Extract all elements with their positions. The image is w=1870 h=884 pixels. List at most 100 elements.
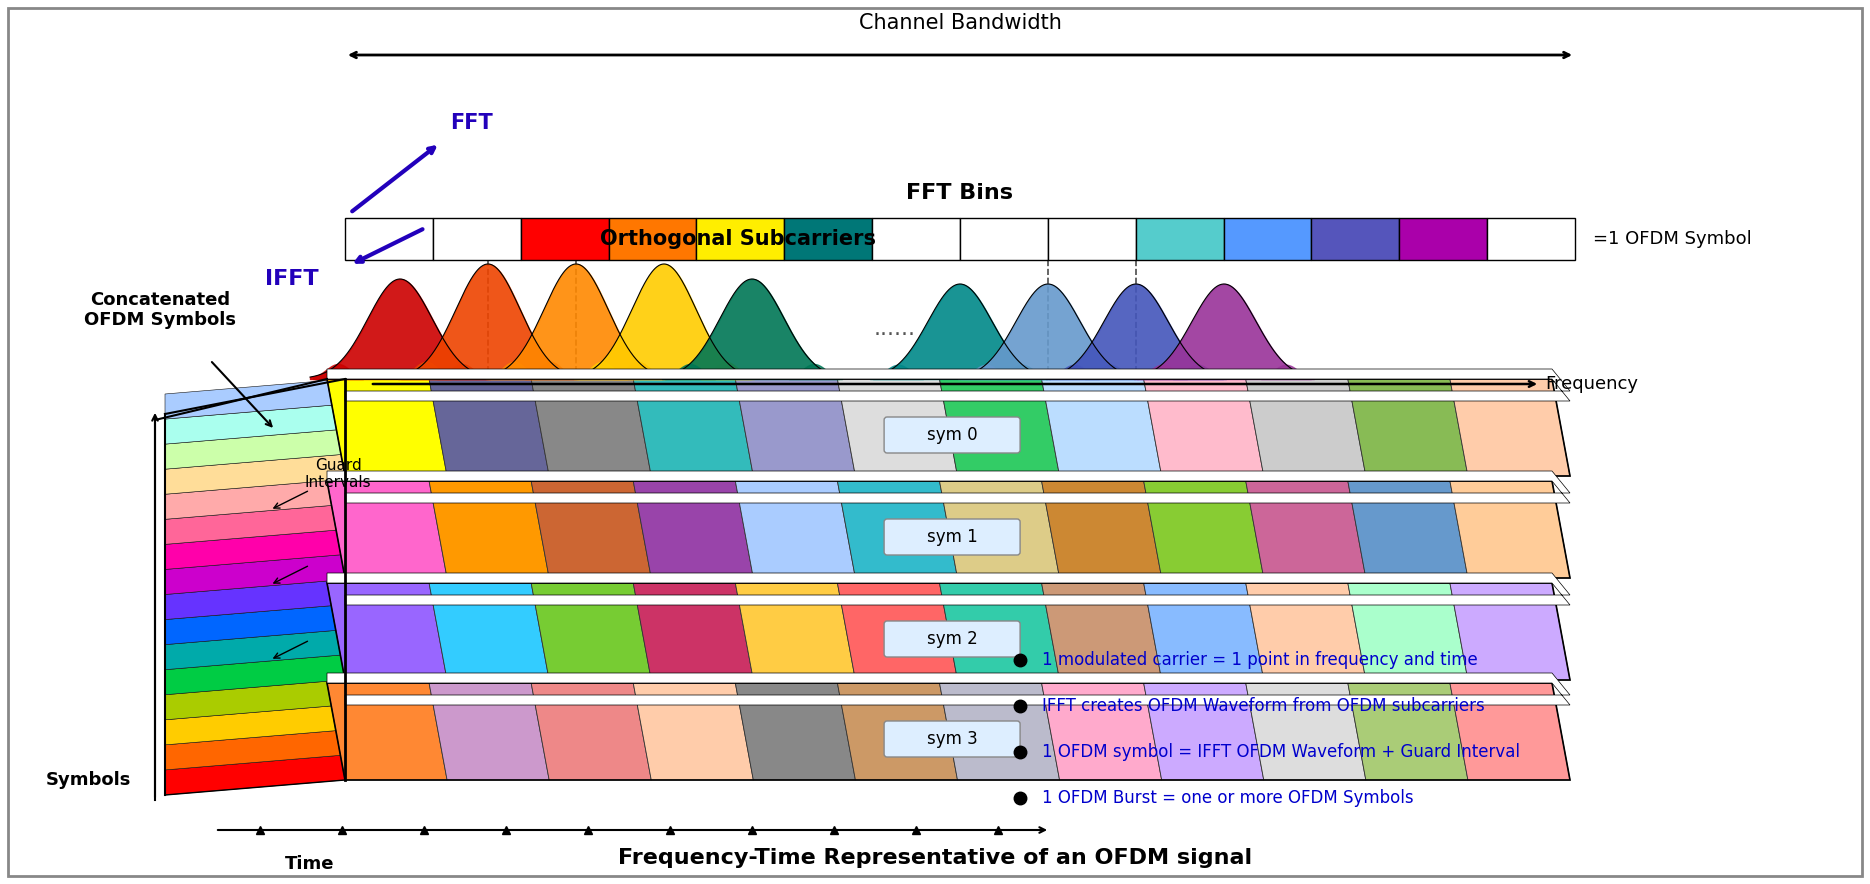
Bar — [1311, 218, 1399, 260]
Polygon shape — [634, 379, 754, 476]
Polygon shape — [165, 530, 344, 569]
Polygon shape — [428, 379, 550, 476]
Text: sym 2: sym 2 — [928, 630, 978, 648]
Text: =1 OFDM Symbol: =1 OFDM Symbol — [1593, 230, 1752, 248]
Polygon shape — [939, 583, 1060, 680]
Polygon shape — [428, 481, 550, 578]
Text: FFT Bins: FFT Bins — [907, 183, 1014, 203]
Bar — [1487, 218, 1575, 260]
Polygon shape — [838, 481, 957, 578]
Polygon shape — [634, 583, 754, 680]
Polygon shape — [165, 629, 344, 670]
Polygon shape — [1245, 481, 1365, 578]
Polygon shape — [735, 583, 855, 680]
Polygon shape — [1245, 583, 1365, 680]
Polygon shape — [165, 680, 344, 720]
Polygon shape — [165, 730, 344, 770]
Text: sym 3: sym 3 — [928, 730, 978, 748]
Polygon shape — [428, 683, 550, 780]
Text: Frequency: Frequency — [1545, 375, 1638, 393]
Polygon shape — [428, 583, 550, 680]
Polygon shape — [838, 683, 957, 780]
Polygon shape — [838, 583, 957, 680]
Polygon shape — [1449, 683, 1571, 780]
Polygon shape — [531, 379, 651, 476]
Bar — [696, 218, 784, 260]
Polygon shape — [1042, 481, 1161, 578]
Polygon shape — [165, 379, 344, 419]
Polygon shape — [1042, 683, 1161, 780]
Polygon shape — [1144, 683, 1264, 780]
Polygon shape — [1348, 481, 1468, 578]
Polygon shape — [165, 479, 344, 519]
Polygon shape — [1144, 481, 1264, 578]
Bar — [608, 218, 696, 260]
Polygon shape — [165, 504, 344, 545]
Text: 1 OFDM symbol = IFFT OFDM Waveform + Guard Interval: 1 OFDM symbol = IFFT OFDM Waveform + Gua… — [1042, 743, 1520, 761]
Polygon shape — [327, 369, 1571, 401]
Text: Orthogonal Subcarriers: Orthogonal Subcarriers — [600, 229, 875, 249]
Polygon shape — [165, 580, 344, 620]
Text: sym 1: sym 1 — [928, 528, 978, 546]
Polygon shape — [735, 481, 855, 578]
Polygon shape — [165, 605, 344, 644]
Polygon shape — [1348, 683, 1468, 780]
Polygon shape — [327, 471, 1571, 503]
Polygon shape — [531, 683, 651, 780]
Text: Channel Bandwidth: Channel Bandwidth — [858, 13, 1062, 33]
Polygon shape — [1042, 583, 1161, 680]
Polygon shape — [1348, 379, 1468, 476]
Bar — [1135, 218, 1223, 260]
Polygon shape — [1042, 379, 1161, 476]
Text: 1 OFDM Burst = one or more OFDM Symbols: 1 OFDM Burst = one or more OFDM Symbols — [1042, 789, 1414, 807]
Polygon shape — [327, 573, 1571, 605]
Bar — [871, 218, 959, 260]
Polygon shape — [327, 481, 447, 578]
Polygon shape — [735, 379, 855, 476]
Polygon shape — [939, 379, 1060, 476]
Bar — [344, 218, 432, 260]
Text: IFFT: IFFT — [266, 269, 318, 289]
Polygon shape — [327, 683, 447, 780]
Polygon shape — [1144, 583, 1264, 680]
Polygon shape — [165, 755, 344, 795]
Bar — [520, 218, 608, 260]
FancyBboxPatch shape — [885, 721, 1021, 757]
Text: Symbols: Symbols — [45, 771, 131, 789]
FancyBboxPatch shape — [885, 519, 1021, 555]
Polygon shape — [531, 481, 651, 578]
Bar — [784, 218, 871, 260]
Polygon shape — [1449, 481, 1571, 578]
Text: sym 0: sym 0 — [928, 426, 978, 444]
Polygon shape — [165, 404, 344, 444]
Text: Concatenated
OFDM Symbols: Concatenated OFDM Symbols — [84, 291, 236, 330]
Bar — [959, 218, 1047, 260]
Polygon shape — [735, 683, 855, 780]
Polygon shape — [634, 683, 754, 780]
Bar — [432, 218, 520, 260]
Bar — [1223, 218, 1311, 260]
Polygon shape — [327, 583, 447, 680]
Polygon shape — [327, 379, 447, 476]
Text: Frequency-Time Representative of an OFDM signal: Frequency-Time Representative of an OFDM… — [617, 848, 1253, 868]
Polygon shape — [1449, 583, 1571, 680]
Polygon shape — [165, 705, 344, 745]
Text: FFT: FFT — [451, 113, 494, 133]
Polygon shape — [327, 673, 1571, 705]
Polygon shape — [1348, 583, 1468, 680]
Polygon shape — [1144, 379, 1264, 476]
FancyBboxPatch shape — [885, 417, 1021, 453]
Bar — [1047, 218, 1135, 260]
FancyBboxPatch shape — [885, 621, 1021, 657]
Polygon shape — [939, 481, 1060, 578]
Text: Time: Time — [286, 855, 335, 873]
Polygon shape — [531, 583, 651, 680]
Polygon shape — [165, 429, 344, 469]
Polygon shape — [165, 454, 344, 494]
Text: Guard
Intervals: Guard Intervals — [305, 458, 372, 491]
Text: IFFT creates OFDM Waveform from OFDM subcarriers: IFFT creates OFDM Waveform from OFDM sub… — [1042, 697, 1485, 715]
Polygon shape — [1245, 379, 1365, 476]
Text: ......: ...... — [873, 319, 916, 339]
Polygon shape — [165, 554, 344, 595]
Polygon shape — [1449, 379, 1571, 476]
